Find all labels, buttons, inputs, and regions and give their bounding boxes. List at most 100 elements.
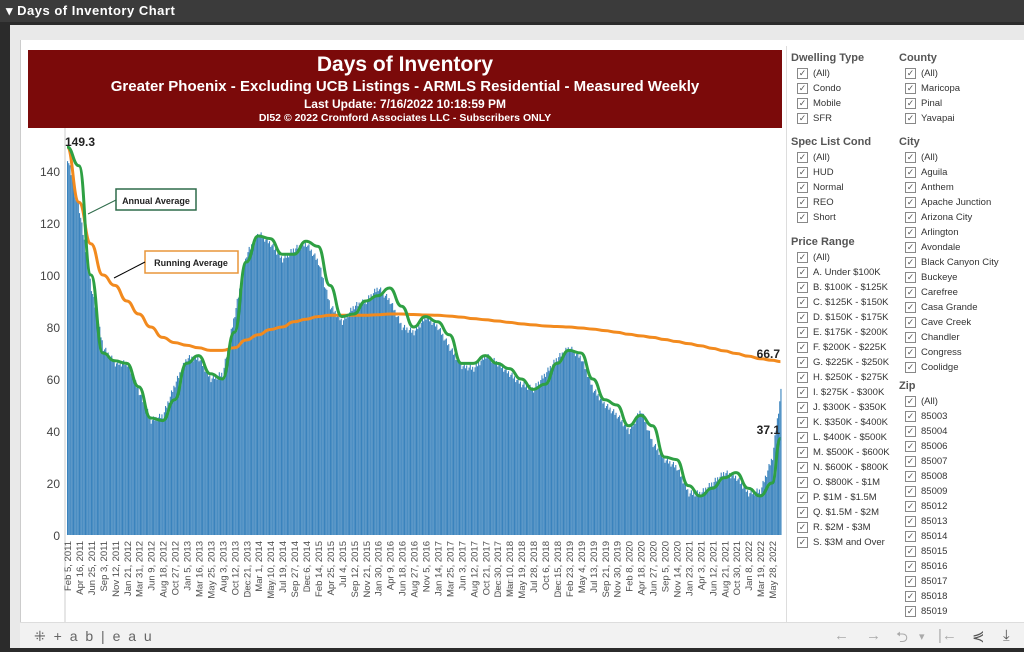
- checkbox[interactable]: ✓: [905, 83, 916, 94]
- checkbox[interactable]: ✓: [797, 537, 808, 548]
- checkbox[interactable]: ✓: [905, 332, 916, 343]
- filter-option[interactable]: ✓ J. $300K - $350K: [791, 400, 890, 415]
- filter-option[interactable]: ✓ I. $275K - $300K: [791, 385, 890, 400]
- undo-button[interactable]: ←: [834, 627, 849, 644]
- filter-option[interactable]: ✓ A. Under $100K: [791, 265, 890, 280]
- reset-button[interactable]: |←: [938, 627, 957, 644]
- checkbox[interactable]: ✓: [905, 486, 916, 497]
- checkbox[interactable]: ✓: [905, 272, 916, 283]
- checkbox[interactable]: ✓: [905, 471, 916, 482]
- checkbox[interactable]: ✓: [797, 477, 808, 488]
- filter-option[interactable]: ✓ 85008: [899, 469, 947, 484]
- checkbox[interactable]: ✓: [905, 606, 916, 617]
- filter-option[interactable]: ✓ SFR: [791, 111, 864, 126]
- filter-option[interactable]: ✓ Congress: [899, 345, 999, 360]
- filter-option[interactable]: ✓ (All): [899, 394, 947, 409]
- checkbox[interactable]: ✓: [797, 522, 808, 533]
- filter-option[interactable]: ✓ 85019: [899, 604, 947, 619]
- checkbox[interactable]: ✓: [797, 182, 808, 193]
- checkbox[interactable]: ✓: [905, 531, 916, 542]
- checkbox[interactable]: ✓: [905, 396, 916, 407]
- checkbox[interactable]: ✓: [905, 242, 916, 253]
- filter-option[interactable]: ✓ 85013: [899, 514, 947, 529]
- checkbox[interactable]: ✓: [797, 212, 808, 223]
- filter-option[interactable]: ✓ Avondale: [899, 240, 999, 255]
- filter-option[interactable]: ✓ Coolidge: [899, 360, 999, 375]
- checkbox[interactable]: ✓: [905, 113, 916, 124]
- checkbox[interactable]: ✓: [797, 167, 808, 178]
- filter-option[interactable]: ✓ Aguila: [899, 165, 999, 180]
- checkbox[interactable]: ✓: [905, 287, 916, 298]
- filter-option[interactable]: ✓ Apache Junction: [899, 195, 999, 210]
- filter-option[interactable]: ✓ Q. $1.5M - $2M: [791, 505, 890, 520]
- filter-option[interactable]: ✓ Chandler: [899, 330, 999, 345]
- filter-option[interactable]: ✓ P. $1M - $1.5M: [791, 490, 890, 505]
- filter-option[interactable]: ✓ Pinal: [899, 96, 960, 111]
- checkbox[interactable]: ✓: [905, 561, 916, 572]
- checkbox[interactable]: ✓: [905, 317, 916, 328]
- download-icon[interactable]: ⤓: [1003, 627, 1010, 644]
- filter-option[interactable]: ✓ L. $400K - $500K: [791, 430, 890, 445]
- filter-option[interactable]: ✓ E. $175K - $200K: [791, 325, 890, 340]
- redo-button[interactable]: →: [866, 627, 881, 644]
- checkbox[interactable]: ✓: [905, 546, 916, 557]
- filter-option[interactable]: ✓ Buckeye: [899, 270, 999, 285]
- checkbox[interactable]: ✓: [797, 387, 808, 398]
- filter-option[interactable]: ✓ N. $600K - $800K: [791, 460, 890, 475]
- filter-option[interactable]: ✓ Casa Grande: [899, 300, 999, 315]
- filter-option[interactable]: ✓ 85012: [899, 499, 947, 514]
- checkbox[interactable]: ✓: [905, 152, 916, 163]
- filter-option[interactable]: ✓ O. $800K - $1M: [791, 475, 890, 490]
- filter-option[interactable]: ✓ 85017: [899, 574, 947, 589]
- checkbox[interactable]: ✓: [797, 507, 808, 518]
- checkbox[interactable]: ✓: [797, 432, 808, 443]
- filter-option[interactable]: ✓ (All): [899, 150, 999, 165]
- filter-option[interactable]: ✓ (All): [791, 66, 864, 81]
- checkbox[interactable]: ✓: [905, 411, 916, 422]
- checkbox[interactable]: ✓: [905, 212, 916, 223]
- checkbox[interactable]: ✓: [797, 312, 808, 323]
- checkbox[interactable]: ✓: [905, 68, 916, 79]
- filter-option[interactable]: ✓ 85014: [899, 529, 947, 544]
- revert-dropdown[interactable]: ▾: [919, 631, 925, 643]
- checkbox[interactable]: ✓: [797, 197, 808, 208]
- revert-button[interactable]: ⮌: [896, 629, 909, 646]
- checkbox[interactable]: ✓: [905, 516, 916, 527]
- filter-option[interactable]: ✓ Carefree: [899, 285, 999, 300]
- filter-option[interactable]: ✓ F. $200K - $225K: [791, 340, 890, 355]
- checkbox[interactable]: ✓: [797, 282, 808, 293]
- checkbox[interactable]: ✓: [905, 182, 916, 193]
- filter-option[interactable]: ✓ 85007: [899, 454, 947, 469]
- window-titlebar[interactable]: ▾ Days of Inventory Chart: [0, 0, 1024, 22]
- checkbox[interactable]: ✓: [797, 267, 808, 278]
- tableau-logo[interactable]: ⁜ + a b | e a u: [34, 628, 154, 644]
- checkbox[interactable]: ✓: [905, 167, 916, 178]
- filter-option[interactable]: ✓ M. $500K - $600K: [791, 445, 890, 460]
- checkbox[interactable]: ✓: [797, 152, 808, 163]
- checkbox[interactable]: ✓: [905, 227, 916, 238]
- filter-option[interactable]: ✓ Mobile: [791, 96, 864, 111]
- checkbox[interactable]: ✓: [905, 362, 916, 373]
- filter-option[interactable]: ✓ H. $250K - $275K: [791, 370, 890, 385]
- checkbox[interactable]: ✓: [797, 113, 808, 124]
- checkbox[interactable]: ✓: [905, 441, 916, 452]
- filter-option[interactable]: ✓ K. $350K - $400K: [791, 415, 890, 430]
- filter-option[interactable]: ✓ Normal: [791, 180, 871, 195]
- caret-down-icon[interactable]: ▾: [6, 3, 18, 18]
- filter-option[interactable]: ✓ 85004: [899, 424, 947, 439]
- filter-option[interactable]: ✓ G. $225K - $250K: [791, 355, 890, 370]
- checkbox[interactable]: ✓: [797, 98, 808, 109]
- share-icon[interactable]: ⋞: [972, 628, 985, 645]
- checkbox[interactable]: ✓: [905, 98, 916, 109]
- filter-option[interactable]: ✓ Arlington: [899, 225, 999, 240]
- checkbox[interactable]: ✓: [905, 257, 916, 268]
- filter-option[interactable]: ✓ D. $150K - $175K: [791, 310, 890, 325]
- checkbox[interactable]: ✓: [797, 417, 808, 428]
- checkbox[interactable]: ✓: [797, 342, 808, 353]
- checkbox[interactable]: ✓: [797, 297, 808, 308]
- checkbox[interactable]: ✓: [797, 68, 808, 79]
- filter-option[interactable]: ✓ Yavapai: [899, 111, 960, 126]
- checkbox[interactable]: ✓: [797, 327, 808, 338]
- checkbox[interactable]: ✓: [797, 402, 808, 413]
